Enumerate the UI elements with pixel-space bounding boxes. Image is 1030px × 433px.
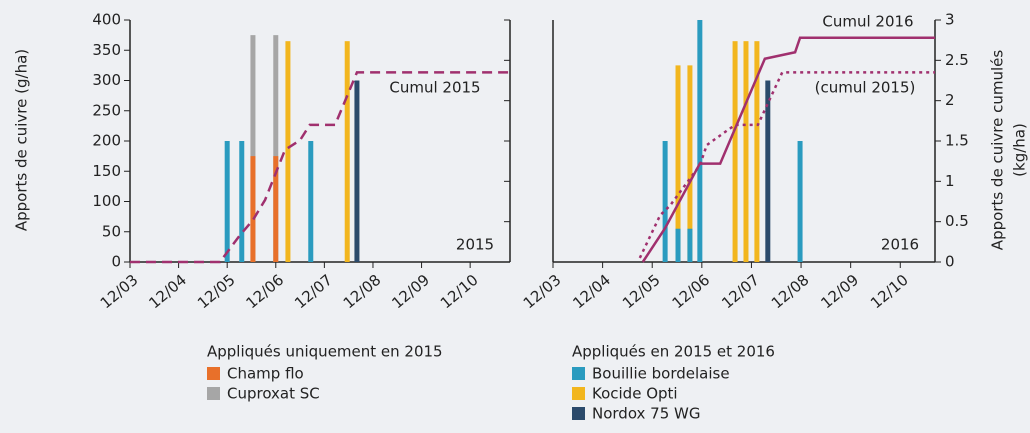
cumul-line (638, 71, 935, 259)
x-tick-label: 12/07 (718, 271, 763, 313)
bar (250, 35, 256, 262)
y-axis-title: Apports de cuivre (g/ha) (13, 49, 31, 231)
y-tick-label: 50 (102, 222, 121, 240)
legend-swatch (207, 387, 220, 400)
x-tick-label: 12/09 (388, 271, 433, 313)
legend-title: Appliqués uniquement en 2015 (207, 343, 443, 361)
bar (675, 228, 681, 262)
x-tick-label: 12/09 (817, 271, 862, 313)
x-tick-label: 12/03 (520, 271, 565, 313)
y-tick-label: 250 (92, 101, 121, 119)
legend-title: Appliqués en 2015 et 2016 (572, 343, 775, 361)
legend-swatch (572, 407, 585, 420)
bar (308, 141, 314, 262)
legend-swatch (572, 387, 585, 400)
y-tick-label: 150 (92, 162, 121, 180)
legend-swatch (572, 367, 585, 380)
line-label: (cumul 2015) (815, 79, 916, 97)
y-tick-label: 0 (111, 253, 121, 271)
panel-label: 2016 (881, 236, 919, 254)
x-tick-label: 12/04 (569, 271, 614, 313)
x-tick-label: 12/10 (867, 271, 912, 313)
legend-label: Champ flo (227, 365, 304, 383)
y2-tick-label: 1.5 (945, 132, 969, 150)
bar (285, 41, 291, 262)
cumul-line (641, 36, 935, 263)
y2-tick-label: 2 (945, 91, 955, 109)
y-tick-label: 300 (92, 71, 121, 89)
bar (687, 228, 693, 262)
y2-tick-label: 0.5 (945, 212, 969, 230)
y-tick-label: 100 (92, 192, 121, 210)
line-label: Cumul 2015 (389, 79, 480, 97)
bar (743, 41, 749, 262)
bar (273, 35, 279, 262)
x-tick-label: 12/10 (437, 271, 482, 313)
x-tick-label: 12/06 (669, 271, 714, 313)
y2-axis-title: (kg/ha) (1011, 123, 1029, 177)
bar (675, 65, 681, 262)
x-tick-label: 12/06 (243, 271, 288, 313)
legend-label: Kocide Opti (592, 385, 678, 403)
cumul-line (130, 71, 510, 264)
y2-tick-label: 2.5 (945, 51, 969, 69)
bar (732, 41, 738, 262)
y2-axis-title: Apports de cuivre cumulés (989, 50, 1007, 251)
x-tick-label: 12/08 (340, 271, 385, 313)
bar (687, 65, 693, 262)
bar (224, 141, 230, 262)
legend-label: Cuproxat SC (227, 385, 320, 403)
y-tick-label: 400 (92, 11, 121, 29)
legend-swatch (207, 367, 220, 380)
bar (662, 141, 668, 262)
line-label: Cumul 2016 (822, 13, 913, 31)
bar (273, 156, 279, 262)
y-tick-label: 200 (92, 132, 121, 150)
x-tick-label: 12/07 (291, 271, 336, 313)
bar (250, 156, 256, 262)
x-tick-label: 12/04 (145, 271, 190, 313)
bar (697, 20, 703, 262)
x-tick-label: 12/08 (768, 271, 813, 313)
x-tick-label: 12/05 (194, 271, 239, 313)
legend-label: Nordox 75 WG (592, 405, 701, 423)
legend-label: Bouillie bordelaise (592, 365, 730, 383)
y-tick-label: 350 (92, 41, 121, 59)
bar (765, 80, 771, 262)
bar (354, 80, 360, 262)
y2-tick-label: 1 (945, 172, 955, 190)
bar (344, 41, 350, 262)
x-tick-label: 12/03 (97, 271, 142, 313)
y2-tick-label: 3 (945, 11, 955, 29)
bar (754, 41, 760, 262)
bar (797, 141, 803, 262)
x-tick-label: 12/05 (619, 271, 664, 313)
bar (239, 141, 245, 262)
panel-label: 2015 (456, 236, 494, 254)
y2-tick-label: 0 (945, 253, 955, 271)
